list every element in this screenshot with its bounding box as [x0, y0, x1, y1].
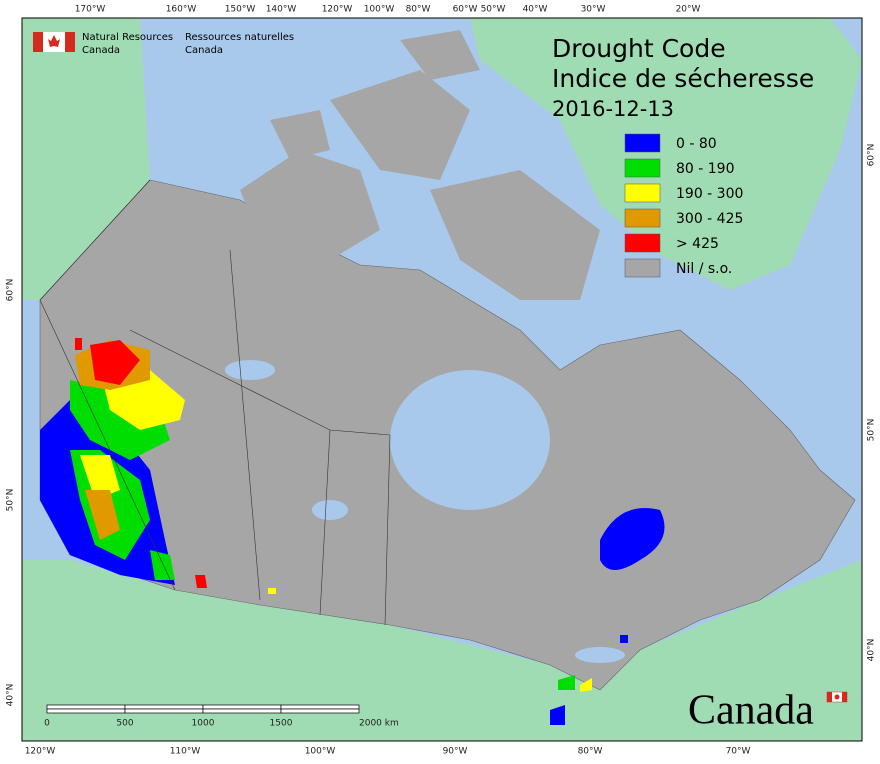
legend-swatch	[624, 208, 661, 228]
lon-label-top: 170°W	[75, 5, 106, 15]
lon-label-bottom: 70°W	[726, 747, 751, 757]
title-fr: Indice de sécheresse	[552, 64, 814, 93]
scale-label: 1000	[192, 719, 215, 729]
lon-label-top: 150°W	[225, 5, 256, 15]
alaska	[22, 18, 150, 300]
province-boundary	[129, 249, 391, 626]
island	[270, 110, 330, 160]
lon-label-bottom: 120°W	[25, 747, 56, 757]
island	[400, 30, 480, 80]
lon-label-top: 80°W	[406, 5, 431, 15]
lat-label-right: 60°N	[867, 144, 877, 167]
scale-label: 500	[116, 719, 133, 729]
lon-label-bottom: 90°W	[443, 747, 468, 757]
agency-header: Natural Resources Canada Ressources natu…	[33, 32, 294, 56]
lat-label-left: 50°N	[6, 489, 16, 512]
lon-label-bottom: 100°W	[305, 747, 336, 757]
usa	[22, 560, 862, 741]
header-en: Canada	[82, 45, 120, 56]
scale-label: 0	[44, 719, 50, 729]
drought-patch	[85, 490, 120, 540]
scale-segment	[124, 704, 204, 710]
scale-bar: 0 500 1000 1500 2000 km	[44, 704, 399, 729]
lon-label-top: 60°W	[453, 5, 478, 15]
drought-patch	[75, 338, 82, 350]
wordmark-flag-bar	[827, 692, 832, 702]
wordmark: Canada	[688, 688, 814, 734]
graticule-labels: 170°W 160°W 150°W 140°W 120°W 100°W 80°W 60°W 50…	[6, 5, 877, 757]
lon-label-top: 120°W	[322, 5, 353, 15]
flag-bar	[33, 32, 43, 52]
header-fr: Ressources naturelles	[185, 32, 294, 43]
scale-segment	[280, 704, 360, 710]
legend-label: 80 - 190	[676, 161, 735, 177]
island	[430, 170, 600, 300]
map-frame	[21, 17, 863, 742]
island	[330, 70, 470, 180]
drought-patch	[195, 575, 207, 588]
lat-label-right: 40°N	[867, 639, 877, 662]
lat-label-left: 60°N	[6, 279, 16, 302]
wordmark-leaf	[834, 694, 840, 700]
lon-label-top: 40°W	[523, 5, 548, 15]
greenland	[470, 18, 862, 290]
lat-label-left: 40°N	[6, 684, 16, 707]
drought-patch	[268, 588, 276, 594]
drought-patch	[80, 455, 120, 500]
lake	[225, 360, 275, 380]
header-fr: Canada	[185, 45, 223, 56]
lon-label-bottom: 110°W	[170, 747, 201, 757]
drought-patch	[558, 675, 575, 690]
drought-patch	[600, 508, 665, 570]
flag-bar	[65, 32, 75, 52]
lon-label-top: 30°W	[581, 5, 606, 15]
legend-swatch	[624, 133, 661, 153]
drought-patch	[580, 678, 592, 692]
lon-label-top: 20°W	[676, 5, 701, 15]
lake	[575, 647, 625, 663]
header-en: Natural Resources	[82, 32, 173, 43]
lon-label-bottom: 80°W	[578, 747, 603, 757]
drought-patch	[550, 705, 565, 725]
lon-label-top: 100°W	[364, 5, 395, 15]
title-en: Drought Code	[552, 34, 726, 63]
scale-segment	[46, 704, 126, 710]
legend-label: > 425	[676, 236, 719, 252]
legend-label: 190 - 300	[676, 186, 743, 202]
lon-label-top: 50°W	[481, 5, 506, 15]
scale-label: 1500	[270, 719, 293, 729]
drought-areas	[40, 338, 665, 725]
legend-swatch	[624, 183, 661, 203]
legend-label: Nil / s.o.	[676, 261, 732, 277]
map-area	[21, 17, 863, 742]
legend-label: 0 - 80	[676, 136, 717, 152]
lake	[312, 500, 348, 520]
drought-patch	[90, 340, 140, 385]
legend-swatch	[624, 158, 661, 178]
scale-label: 2000 km	[359, 719, 399, 729]
boundary	[39, 179, 176, 591]
wordmark-flag-bar	[842, 692, 847, 702]
island	[240, 150, 380, 260]
lat-label-right: 50°N	[867, 419, 877, 442]
legend-swatch	[624, 233, 661, 253]
scale-segment	[202, 708, 282, 714]
date: 2016-12-13	[552, 97, 674, 121]
lon-label-top: 160°W	[166, 5, 197, 15]
scale-segment	[46, 708, 126, 714]
scale-segment	[202, 704, 282, 710]
scale-segment	[124, 708, 204, 714]
drought-patch	[150, 550, 175, 580]
maple-leaf	[48, 35, 60, 47]
lon-label-top: 140°W	[266, 5, 297, 15]
hudson-bay	[390, 370, 550, 510]
drought-patch	[620, 635, 628, 643]
legend: 0 - 80 80 - 190 190 - 300 300 - 425 > 425 Nil…	[624, 133, 743, 278]
legend-label: 300 - 425	[676, 211, 743, 227]
drought-patch	[70, 380, 170, 460]
legend-swatch	[624, 258, 661, 278]
scale-segment	[280, 708, 360, 714]
